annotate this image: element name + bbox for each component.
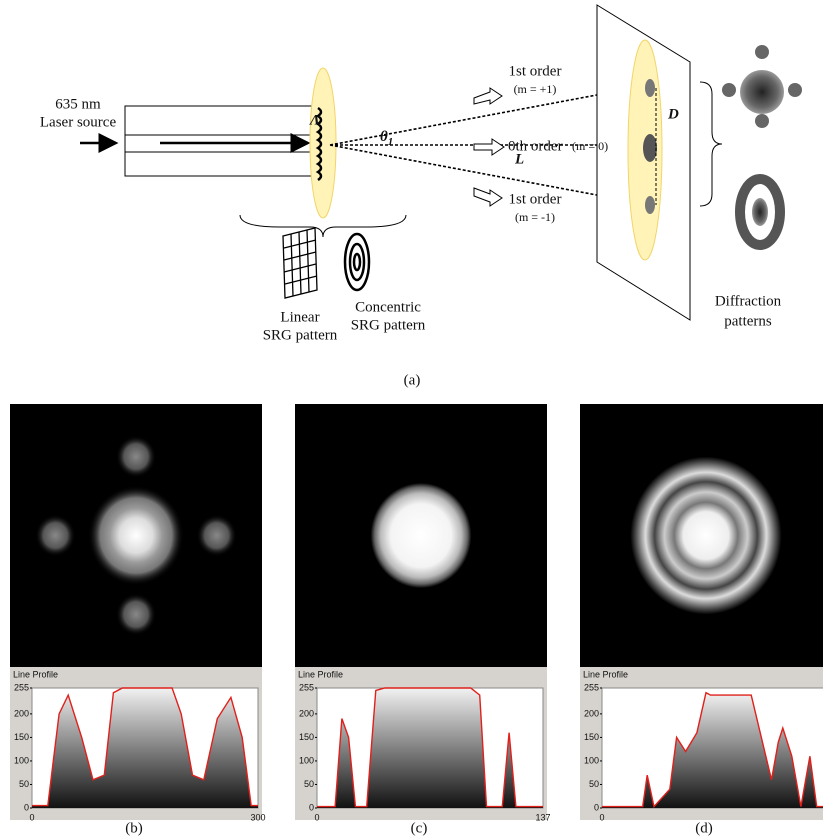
profile-title: Line Profile	[583, 669, 628, 679]
ring-pattern-icon	[752, 198, 768, 226]
y-tick-label: 0	[24, 802, 29, 812]
diffraction-label: Diffraction	[715, 293, 782, 309]
y-tick-label: 100	[299, 755, 314, 765]
ring-spot	[371, 483, 472, 588]
source-label: Laser source	[40, 114, 117, 130]
x-tick-label: 300	[250, 812, 265, 822]
setup-diagram: 635 nm Laser source Λ θ1 D L 1st order (…	[40, 5, 802, 388]
figure: 635 nm Laser source Λ θ1 D L 1st order (…	[0, 0, 823, 838]
order-spot	[643, 134, 657, 162]
y-tick-label: 100	[584, 755, 599, 765]
order-arrow	[474, 88, 502, 104]
order-arrow	[474, 188, 502, 206]
pattern-label: Linear	[280, 309, 319, 325]
order-spot	[645, 196, 655, 214]
x-tick-label: 0	[29, 812, 34, 822]
pattern-label: Concentric	[355, 299, 421, 315]
angle-symbol: θ	[380, 129, 388, 145]
y-tick-label: 150	[14, 732, 29, 742]
y-tick-label: 50	[19, 779, 29, 789]
panel: Line Profile 255 200 150 100 50 00 137 (c)	[295, 404, 551, 836]
order-name: 0th order	[508, 138, 563, 154]
diffraction-label: patterns	[724, 313, 772, 329]
y-tick-label: 50	[589, 779, 599, 789]
y-tick-label: 0	[309, 802, 314, 812]
caption: (d)	[695, 820, 713, 836]
x-tick-label: 137	[535, 812, 550, 822]
spacing-label: D	[667, 106, 679, 122]
diffraction-image	[371, 483, 472, 588]
order-name: 1st order	[509, 63, 562, 79]
order-m: (m = 0)	[572, 139, 608, 153]
concentric-grating-icon	[345, 234, 369, 290]
central-spot	[88, 486, 184, 586]
wavelength: 635 nm	[55, 96, 101, 112]
pattern-label: SRG pattern	[351, 317, 426, 333]
fiber	[125, 106, 320, 176]
y-tick-label: 255	[584, 682, 599, 692]
side-lobe	[116, 593, 156, 635]
profile-title: Line Profile	[298, 669, 343, 679]
caption: (c)	[411, 820, 428, 836]
y-tick-label: 150	[299, 732, 314, 742]
y-tick-label: 0	[594, 802, 599, 812]
linear-grating-icon	[283, 228, 317, 298]
order-m: (m = +1)	[514, 82, 557, 96]
y-tick-label: 100	[14, 755, 29, 765]
ring-spot	[630, 457, 781, 615]
cross-pattern-icon	[722, 45, 802, 128]
y-tick-label: 200	[14, 708, 29, 718]
order-name: 1st order	[509, 191, 562, 207]
y-tick-label: 255	[14, 682, 29, 692]
panel: Line Profile 255 200 150 100 50 00 300 (b)	[10, 404, 266, 836]
order-m: (m = -1)	[515, 210, 555, 224]
order-spot	[645, 79, 655, 97]
x-tick-label: 0	[314, 812, 319, 822]
angle-subscript: 1	[388, 136, 394, 148]
y-tick-label: 200	[299, 708, 314, 718]
diffraction-image	[630, 457, 781, 615]
side-lobe	[35, 514, 75, 556]
profile-title: Line Profile	[13, 669, 58, 679]
caption: (b)	[125, 820, 143, 836]
page: {"diagram": {"source": {"wavelength": "6…	[0, 0, 823, 838]
pattern-label: SRG pattern	[263, 327, 338, 343]
y-tick-label: 255	[299, 682, 314, 692]
side-lobe	[196, 514, 236, 556]
y-tick-label: 50	[304, 779, 314, 789]
period-label: Λ	[309, 112, 320, 128]
grating-glow	[310, 68, 336, 218]
x-tick-label: 0	[599, 812, 604, 822]
angle: θ1	[380, 129, 393, 147]
brace	[700, 82, 722, 206]
y-tick-label: 200	[584, 708, 599, 718]
caption: (a)	[404, 372, 421, 388]
y-tick-label: 150	[584, 732, 599, 742]
order-arrow	[474, 139, 504, 155]
side-lobe	[116, 436, 156, 478]
